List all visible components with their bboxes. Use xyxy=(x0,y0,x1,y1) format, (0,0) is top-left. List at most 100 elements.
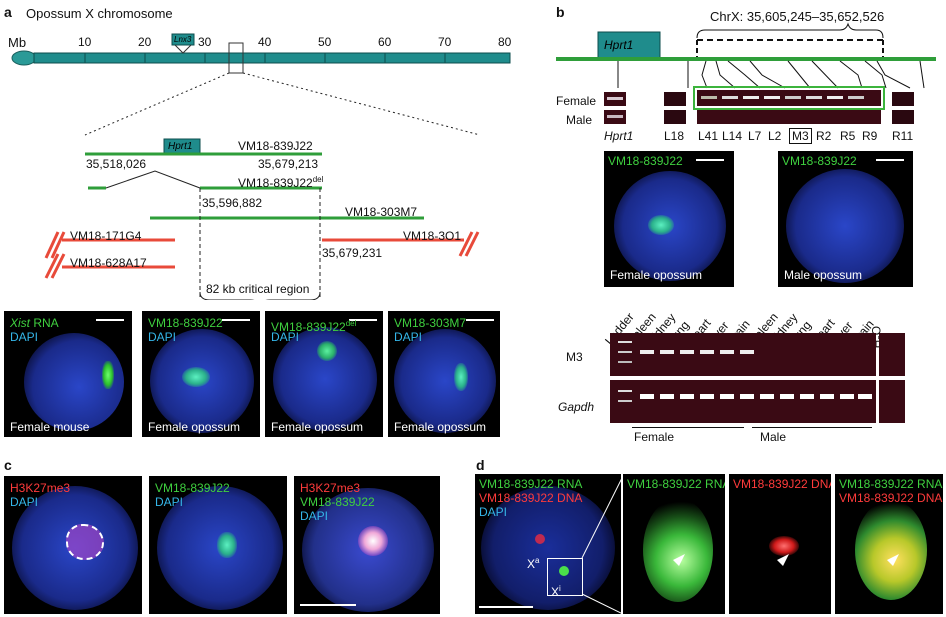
tick-40: 40 xyxy=(258,35,272,49)
lane-l2: L2 xyxy=(768,129,782,143)
tick-80: 80 xyxy=(498,35,512,49)
centromere xyxy=(11,50,37,66)
zoom-line-right xyxy=(242,72,481,136)
micrograph-b-female: VM18-839J22 Female opossum xyxy=(604,151,734,287)
tick-70: 70 xyxy=(438,35,452,49)
tick-20: 20 xyxy=(138,35,152,49)
group-female: Female xyxy=(634,430,675,444)
lane-m3: M3 xyxy=(789,128,812,144)
bac-label-839j22: VM18-839J22 xyxy=(238,139,313,153)
gel-row-gapdh: Gapdh xyxy=(558,400,595,414)
axis-unit: Mb xyxy=(8,35,27,50)
row-label-female: Female xyxy=(556,94,597,108)
micrograph-303m7: VM18-303M7 DAPI Female opossum xyxy=(388,311,500,437)
break-marks xyxy=(44,231,480,279)
deletion-bracket xyxy=(105,170,201,189)
micrograph-female-mouse: Xist RNA DAPI Female mouse xyxy=(4,311,132,437)
group-male: Male xyxy=(760,430,787,444)
micrograph-839j22del: VM18-839J22del DAPI Female opossum xyxy=(265,311,383,437)
lane-l7: L7 xyxy=(748,129,762,143)
xi-label: Xi xyxy=(551,584,561,599)
scale-bar xyxy=(96,319,124,321)
gel-l18-male xyxy=(664,110,686,124)
gel-m3-main xyxy=(610,333,876,376)
lane-l41: L41 xyxy=(698,129,719,143)
arrowhead-icon xyxy=(887,554,899,566)
xi-territory-outline xyxy=(66,524,104,560)
coord-del: 35,596,882 xyxy=(202,196,263,210)
gel-male-row xyxy=(697,110,881,124)
micrograph-d-dna: VM18-839J22 DNA xyxy=(729,474,831,614)
lnx3-label: Lnx3 xyxy=(174,35,192,44)
panel-label-c: c xyxy=(4,457,12,473)
lane-r11: R11 xyxy=(892,129,914,143)
micrograph-d-merge: VM18-839J22 RNA VM18-839J22 DNA xyxy=(835,474,943,614)
gel-hprt1-male xyxy=(604,110,626,124)
gel-l18-female xyxy=(664,92,686,106)
micrograph-b-male: VM18-839J22 Male opossum xyxy=(778,151,913,287)
tick-10: 10 xyxy=(78,35,92,49)
panel-label-d: d xyxy=(476,457,485,473)
scale-bar xyxy=(300,604,356,606)
tick-30: 30 xyxy=(198,35,212,49)
zoom-box xyxy=(228,42,244,74)
gel-row-m3: M3 xyxy=(566,350,583,364)
lnx3-pointer xyxy=(174,44,192,54)
micrograph-c-merge: H3K27me3 VM18-839J22 DAPI xyxy=(294,476,440,614)
hprt1-lane-label: Hprt1 xyxy=(604,129,634,143)
chromosome-bar xyxy=(33,52,511,64)
zoom-lines-d xyxy=(581,475,623,615)
chromosome-title: Opossum X chromosome xyxy=(26,6,173,21)
micrograph-c-839j22: VM18-839J22 DAPI xyxy=(149,476,287,614)
b-coords: ChrX: 35,605,245–35,652,526 xyxy=(710,9,885,24)
lane-r2: R2 xyxy=(816,129,832,143)
male-group-line xyxy=(752,427,872,428)
chromosome-ticks xyxy=(84,53,446,63)
female-group-line xyxy=(632,427,744,428)
lane-r9: R9 xyxy=(862,129,878,143)
arrowhead-icon xyxy=(777,554,789,566)
lane-l18: L18 xyxy=(664,129,685,143)
gel-hprt1-female xyxy=(604,92,626,106)
gel-gapdh-h2o xyxy=(879,380,905,423)
gel-m3-h2o xyxy=(879,333,905,376)
bac-label-171g4: VM18-171G4 xyxy=(70,229,142,243)
micrograph-c-h3k27me3: H3K27me3 DAPI xyxy=(4,476,142,614)
gel-r11-female xyxy=(892,92,914,106)
coord-end: 35,679,213 xyxy=(258,157,319,171)
female-highlight-box xyxy=(693,86,885,110)
chromosome-map xyxy=(11,33,511,300)
gel-female-row xyxy=(697,90,881,106)
lane-connectors xyxy=(617,60,925,89)
coords-brace xyxy=(696,22,884,39)
gel-r11-male xyxy=(892,110,914,124)
hprt1-label-a: Hprt1 xyxy=(168,141,193,152)
micrograph-d-main: VM18-839J22 RNA VM18-839J22 DNA DAPI Xa … xyxy=(475,474,621,614)
gel-gapdh-main xyxy=(610,380,876,423)
tick-50: 50 xyxy=(318,35,332,49)
scale-bar xyxy=(479,606,533,608)
coord-start: 35,518,026 xyxy=(86,157,147,171)
bac-label-3o1: VM18-3O1 xyxy=(403,229,462,243)
lnx3-box xyxy=(171,33,195,46)
b-map xyxy=(556,22,936,89)
critical-brace xyxy=(199,291,321,300)
bac-label-839j22del: VM18-839J22del xyxy=(238,175,324,190)
micrograph-d-rna: VM18-839J22 RNA xyxy=(623,474,725,614)
hprt1-box-b xyxy=(597,31,661,59)
arrowhead-icon xyxy=(673,554,685,566)
lane-l14: L14 xyxy=(722,129,743,143)
panel-label-b: b xyxy=(556,4,565,20)
xa-label: Xa xyxy=(527,556,540,571)
zoom-line-left xyxy=(84,72,230,136)
hprt1-label-b: Hprt1 xyxy=(604,38,634,52)
panel-label-a: a xyxy=(4,4,12,20)
tick-60: 60 xyxy=(378,35,392,49)
lane-r5: R5 xyxy=(840,129,856,143)
critical-region-label: 82 kb critical region xyxy=(206,282,310,296)
coord-3o1: 35,679,231 xyxy=(322,246,383,260)
bac-label-628a17: VM18-628A17 xyxy=(70,256,147,270)
row-label-male: Male xyxy=(566,113,593,127)
zoom-box-d xyxy=(547,558,583,596)
micrograph-839j22: VM18-839J22 DAPI Female opossum xyxy=(142,311,260,437)
